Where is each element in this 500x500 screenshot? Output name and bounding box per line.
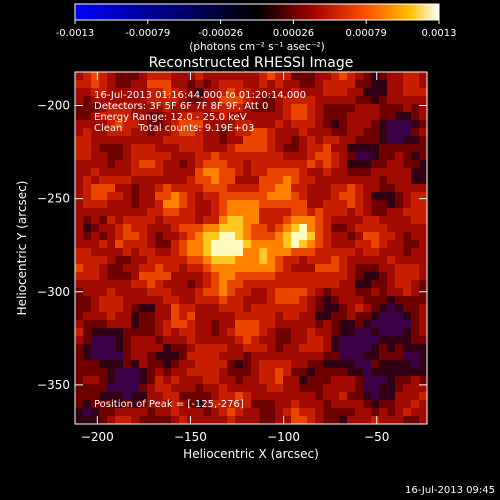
x-tick-label: −100 xyxy=(267,430,300,444)
colorbar-ticks: -0.0013 -0.00079 -0.00026 0.00026 0.00079 0.0… xyxy=(56,20,457,39)
y-tick-label: −300 xyxy=(37,285,70,299)
footer-timestamp: 16-Jul-2013 09:45 xyxy=(405,485,495,496)
colorbar-tick-label: 0.00079 xyxy=(346,28,387,39)
colorbar-tick-label: -0.00079 xyxy=(125,28,170,39)
colorbar xyxy=(74,3,440,21)
annotation-detectors: Detectors: 3F 5F 6F 7F 8F 9F, Att 0 xyxy=(94,101,268,112)
y-tick-label: −250 xyxy=(37,192,70,206)
plot-frame xyxy=(74,71,428,425)
axis-ticks: −200 −150 −100 −50 −200 −250 −300 −350 xyxy=(37,72,427,444)
colorbar-unit-label: (photons cm⁻² s⁻¹ asec⁻²) xyxy=(189,41,324,53)
x-tick-label: −150 xyxy=(174,430,207,444)
y-tick-label: −350 xyxy=(37,378,70,392)
y-tick-label: −200 xyxy=(37,99,70,113)
colorbar-tick-label: 0.00026 xyxy=(273,28,314,39)
chart-title: Reconstructed RHESSI Image xyxy=(149,55,354,71)
x-tick-label: −50 xyxy=(364,430,389,444)
x-axis-label: Heliocentric X (arcsec) xyxy=(183,447,319,461)
annotation-time-range: 16-Jul-2013 01:16:44.000 to 01:20:14.000 xyxy=(94,90,306,101)
annotation-total-counts: Clean Total counts: 9.19E+03 xyxy=(94,123,254,134)
x-tick-label: −200 xyxy=(81,430,114,444)
peak-position-label: Position of Peak = [-125,-276] xyxy=(94,399,244,410)
heatmap-image xyxy=(75,72,427,424)
colorbar-tick-label: -0.0013 xyxy=(56,28,95,39)
colorbar-tick-label: 0.0013 xyxy=(422,28,457,39)
annotation-energy-range: Energy Range: 12.0 - 25.0 keV xyxy=(94,112,247,123)
y-axis-label: Heliocentric Y (arcsec) xyxy=(15,181,29,316)
colorbar-tick-label: -0.00026 xyxy=(198,28,243,39)
